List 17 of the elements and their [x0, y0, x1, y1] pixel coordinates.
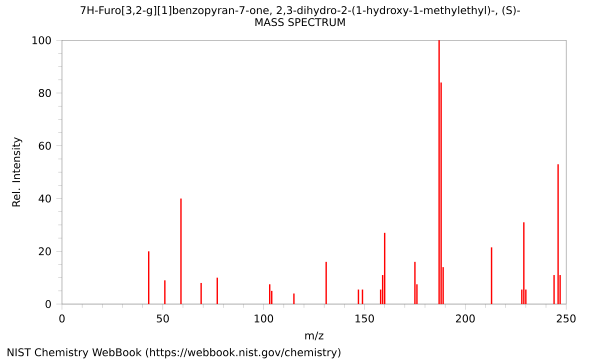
x-tick-label: 0	[59, 314, 65, 322]
y-tick-label: 80	[38, 88, 51, 98]
y-tick-label: 0	[46, 300, 51, 308]
x-tick-label: 200	[456, 314, 475, 322]
text: NIST Chemistry WebBook (https://webbook.nist.gov/chemistry)	[8, 348, 340, 358]
x-axis-title: m/z	[305, 332, 324, 340]
y-tick-label: 60	[38, 142, 51, 150]
x-tick-label: 250	[556, 314, 576, 322]
chart-subtitle: MASS SPECTRUM	[255, 18, 345, 26]
x-tick-label: 50	[156, 314, 169, 322]
y-tick-label: 40	[38, 194, 51, 203]
x-tick-label: 150	[356, 314, 374, 322]
chart-title: 7H-Furo[3,2-g][1]benzopyran-7-one, 2,3-dihydro-2-(1-hydroxy-1-methylethyl)-, (S)-	[80, 6, 520, 16]
y-tick-label: 20	[38, 247, 51, 256]
x-tick-label: 100	[254, 314, 274, 322]
y-axis-title: Rel. Intensity	[12, 137, 22, 206]
y-tick-label: 100	[32, 36, 51, 44]
